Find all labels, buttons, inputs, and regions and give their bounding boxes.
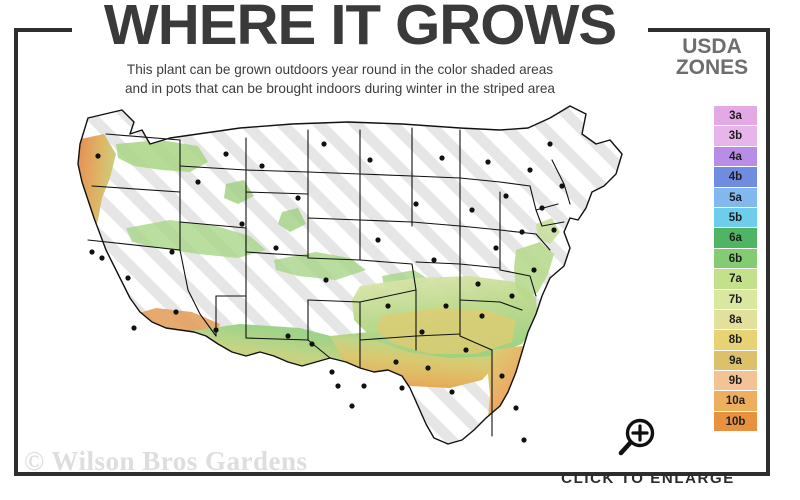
zone-swatch-9b: 9b xyxy=(714,371,757,392)
legend-title-usda: USDA xyxy=(682,35,742,58)
usda-zone-legend: 3a 3b 4a 4b 5a 5b 6a 6b 7a 7b 8a 8b 9a 9b 10a 10b xyxy=(714,106,757,433)
frame-bottom-edge xyxy=(14,472,770,476)
legend-title-zones: ZONES xyxy=(675,56,749,80)
page-title: WHERE IT GROWS xyxy=(103,0,617,57)
frame-top-right-segment xyxy=(648,28,770,32)
frame-top-left-segment xyxy=(14,28,72,32)
zone-swatch-5a: 5a xyxy=(714,187,757,208)
frame-right-edge xyxy=(766,28,770,476)
zone-swatch-8a: 8a xyxy=(714,309,757,331)
zone-swatch-3b: 3b xyxy=(714,126,757,147)
zone-swatch-8b: 8b xyxy=(714,330,757,351)
legend-header: USDA ZONES xyxy=(664,36,760,79)
zone-swatch-5b: 5b xyxy=(714,207,757,229)
zone-swatch-3a: 3a xyxy=(714,106,757,127)
subtitle: This plant can be grown outdoors year ro… xyxy=(40,60,640,99)
magnifier-plus-icon[interactable] xyxy=(614,416,658,460)
zone-swatch-10a: 10a xyxy=(714,391,757,412)
zone-swatch-4a: 4a xyxy=(714,146,757,168)
state-boundaries xyxy=(77,105,623,445)
usa-hardiness-map[interactable] xyxy=(30,100,650,460)
zone-swatch-10b: 10b xyxy=(714,411,757,433)
zone-swatch-6b: 6b xyxy=(714,248,757,270)
zone-swatch-9a: 9a xyxy=(714,350,757,372)
click-to-enlarge-label[interactable]: CLICK TO ENLARGE xyxy=(561,470,735,487)
zone-swatch-7a: 7a xyxy=(714,269,757,290)
map-base-fill xyxy=(78,106,622,444)
zone-swatch-4b: 4b xyxy=(714,167,757,188)
zone-swatch-6a: 6a xyxy=(714,228,757,249)
subtitle-line-2: and in pots that can be brought indoors … xyxy=(125,81,555,97)
subtitle-line-1: This plant can be grown outdoors year ro… xyxy=(126,62,554,77)
watermark: © Wilson Bros Gardens xyxy=(24,446,308,476)
city-markers xyxy=(89,141,565,443)
frame-left-edge xyxy=(14,28,18,476)
zone-swatch-7b: 7b xyxy=(714,289,757,310)
map-container[interactable] xyxy=(30,100,650,460)
